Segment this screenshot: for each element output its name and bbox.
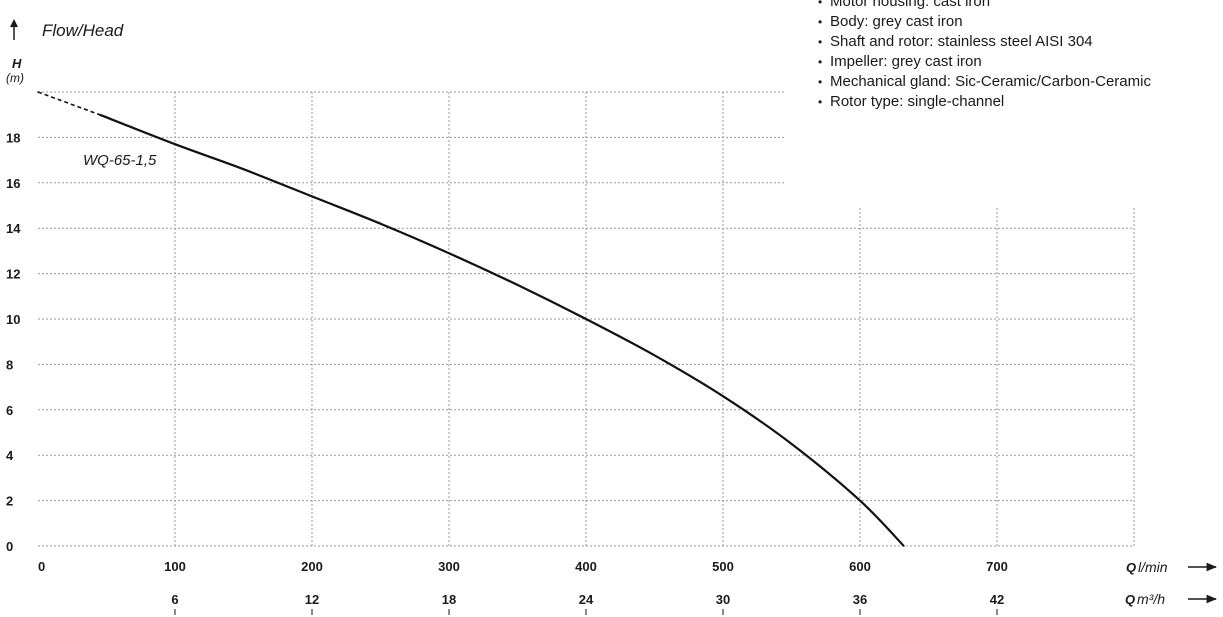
y-tick-label: 0 [6,539,13,554]
x-tick-label: 200 [301,559,323,574]
x-tick-label: 400 [575,559,597,574]
data-point [903,545,905,547]
feature-item: Motor housing: cast iron [818,0,1178,12]
y-tick-label: 6 [6,403,13,418]
y-tick-label: 14 [6,221,21,236]
x-tick-label: 500 [712,559,734,574]
x-tick-label: 300 [438,559,460,574]
y-axis-label: H [12,56,22,71]
data-point [653,354,656,357]
x-axis-label: Q [1126,560,1136,575]
x2-axis-label: Q [1125,592,1135,607]
feature-item: Rotor type: single-channel [818,92,1178,112]
x-tick-label: 700 [986,559,1008,574]
x2-tick-label: 12 [305,592,319,607]
data-point [242,168,245,170]
x2-tick-label: 24 [579,592,594,607]
feature-item: Impeller: grey cast iron [818,52,1178,72]
y-tick-label: 2 [6,494,13,509]
y-tick-label: 10 [6,312,20,327]
series-label: WQ-65-1,5 [83,152,157,169]
series-layer [37,91,905,547]
data-point [722,395,724,397]
series-line [99,113,905,547]
x-axis-unit: l/min [1138,559,1168,575]
data-point [859,499,861,502]
y-tick-label: 12 [6,267,20,282]
feature-item: Body: grey cast iron [818,12,1178,32]
y-tick-label: 4 [6,448,14,463]
feature-list: Motor housing: cast iron Body: grey cast… [818,0,1178,112]
x2-tick-label: 42 [990,592,1004,607]
y-tick-label: 8 [6,357,13,372]
x-tick-label: 0 [38,559,45,574]
data-point [516,284,519,286]
x2-tick-label: 18 [442,592,456,607]
feature-item: Mechanical gland: Sic-Ceramic/Carbon-Cer… [818,72,1178,92]
data-point [448,252,450,254]
series-extrapolation [37,91,100,116]
y-tick-label: 16 [6,176,20,191]
data-point [174,143,176,146]
data-point [37,91,39,93]
data-point [311,195,313,198]
data-point [379,222,382,225]
grid-lines [38,91,1135,547]
y-axis-unit: (m) [6,71,24,85]
x-tick-label: 100 [164,559,186,574]
y-tick-label: 18 [6,130,20,145]
x2-axis-unit: m³/h [1137,591,1165,607]
up-arrow-icon [10,19,18,40]
data-point [585,318,587,320]
feature-item: Shaft and rotor: stainless steel AISI 30… [818,32,1178,52]
x2-tick-label: 36 [853,592,867,607]
chart-title: Flow/Head [42,21,124,40]
x2-tick-label: 6 [171,592,178,607]
x-tick-label: 600 [849,559,871,574]
data-point [790,443,793,445]
data-point [98,113,101,116]
x2-tick-label: 30 [716,592,730,607]
